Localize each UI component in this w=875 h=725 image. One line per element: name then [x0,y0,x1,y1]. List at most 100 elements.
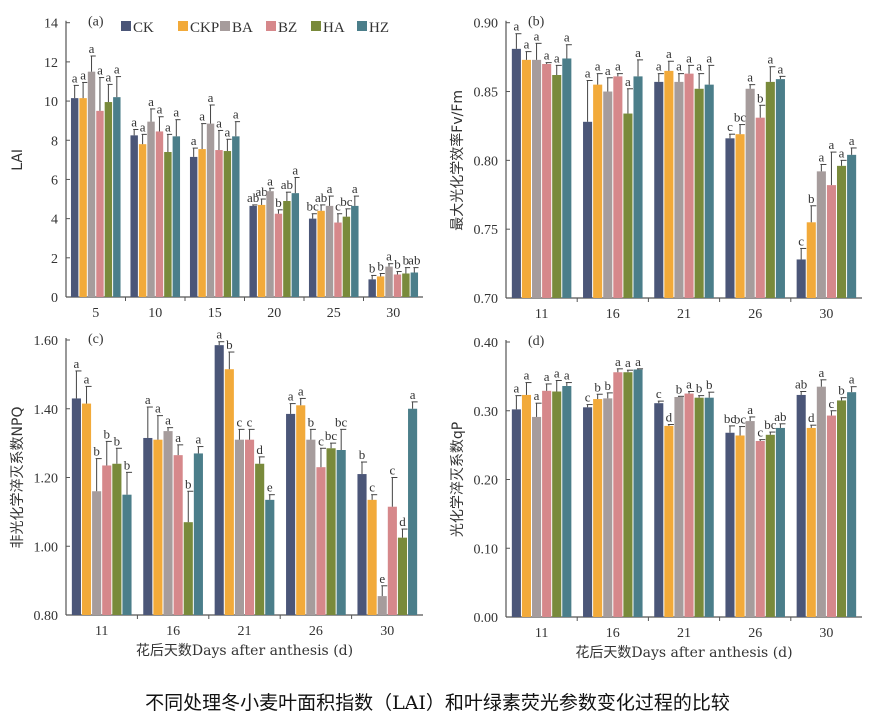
bar-BA [674,81,684,299]
significance-letter: ab [247,190,259,205]
bar-BA [87,71,96,297]
significance-letter: a [80,67,86,82]
significance-letter: c [829,396,835,411]
significance-letter: bc [307,199,320,214]
figure-caption: 不同处理冬小麦叶面积指数（LAI）和叶绿素荧光参数变化过程的比较 [145,692,730,714]
significance-letter: a [534,388,540,403]
significance-letter: a [216,115,222,130]
significance-letter: b [706,377,713,392]
bar-HZ [775,427,785,617]
bar-HZ [351,205,359,297]
bar-BZ [755,441,765,617]
bar-BA [603,398,613,617]
significance-letter: a [410,387,416,402]
bar-BA [234,439,244,615]
y-tick-label: 0.75 [474,223,499,238]
bar-HA [326,448,336,615]
bar-CK [308,218,317,297]
significance-letter: a [635,45,641,60]
bar-CK [71,398,81,615]
significance-letter: ab [315,190,327,205]
x-tick-label: 10 [148,306,162,321]
x-tick-label: 30 [819,307,833,322]
significance-letter: a [327,181,333,196]
significance-letter: b [605,378,612,393]
bar-BA [377,596,387,615]
significance-letter: ab [408,253,420,268]
x-tick-label: 30 [380,624,394,639]
bar-BZ [613,76,623,298]
significance-letter: a [839,145,845,160]
significance-letter: a [524,368,530,383]
x-axis-label: 花后天数Days after anthesis (d) [136,643,353,659]
bar-HZ [172,136,181,297]
significance-letter: c [369,480,375,495]
legend-label: BA [232,20,253,36]
bar-HA [765,434,775,617]
significance-letter: a [615,354,621,369]
bar-HA [623,372,633,617]
significance-letter: c [247,414,253,429]
y-tick-label: 1.00 [34,540,59,555]
significance-letter: d [808,410,815,425]
bar-HZ [232,136,240,297]
bar-HA [836,165,847,298]
bar-BZ [334,222,342,297]
x-tick-label: 30 [386,306,400,321]
bar-HA [623,113,633,298]
chart-panel-b: 0.700.750.800.850.90最大光化学效率Fv/Fm(b)11aaa… [449,15,862,322]
significance-letter: a [233,107,239,122]
legend-item-BA: BA [220,20,253,36]
x-tick-label: 26 [748,307,762,322]
significance-letter: b [808,191,815,206]
legend-label: CKP [190,20,219,36]
y-tick-label: 1.60 [34,334,59,349]
significance-letter: b [114,433,121,448]
significance-letter: bc [325,428,338,443]
significance-letter: a [352,181,358,196]
bar-CKP [224,369,234,615]
bar-HA [765,81,775,299]
bar-HA [342,216,351,297]
significance-letter: bc [734,110,747,125]
bar-BA [92,491,102,615]
x-tick-label: 20 [267,306,281,321]
bar-CK [725,432,735,617]
significance-letter: c [585,390,591,405]
bar-CK [249,205,257,297]
significance-letter: a [145,392,151,407]
significance-letter: a [544,369,550,384]
significance-letter: a [148,94,154,109]
bar-BA [674,397,684,617]
legend-item-HZ: HZ [357,20,389,36]
significance-letter: b [308,414,315,429]
bar-HA [255,463,265,615]
significance-letter: a [165,413,171,428]
significance-letter: b [838,383,845,398]
y-tick-label: 12 [44,56,58,71]
bar-HZ [291,193,300,297]
bar-BZ [542,63,552,299]
significance-letter: a [666,46,672,61]
significance-letter: ab [795,377,807,392]
significance-letter: a [778,61,784,76]
significance-letter: b [124,457,131,472]
bar-HZ [704,397,714,617]
y-tick-label: 0.40 [474,336,499,351]
bar-BA [816,386,826,617]
bar-CKP [198,149,206,297]
bar-HA [223,151,232,297]
significance-letter: d [399,514,406,529]
bar-CKP [81,403,92,615]
significance-letter: b [403,253,410,268]
significance-letter: c [798,233,804,248]
panel-label: (a) [88,15,104,30]
bar-CKP [317,210,325,297]
y-tick-label: 0.80 [34,609,59,624]
bar-CKP [806,427,816,617]
panel-label: (d) [528,334,545,349]
y-tick-label: 0.80 [474,154,499,169]
significance-letter: b [676,381,683,396]
bar-HZ [122,494,132,615]
